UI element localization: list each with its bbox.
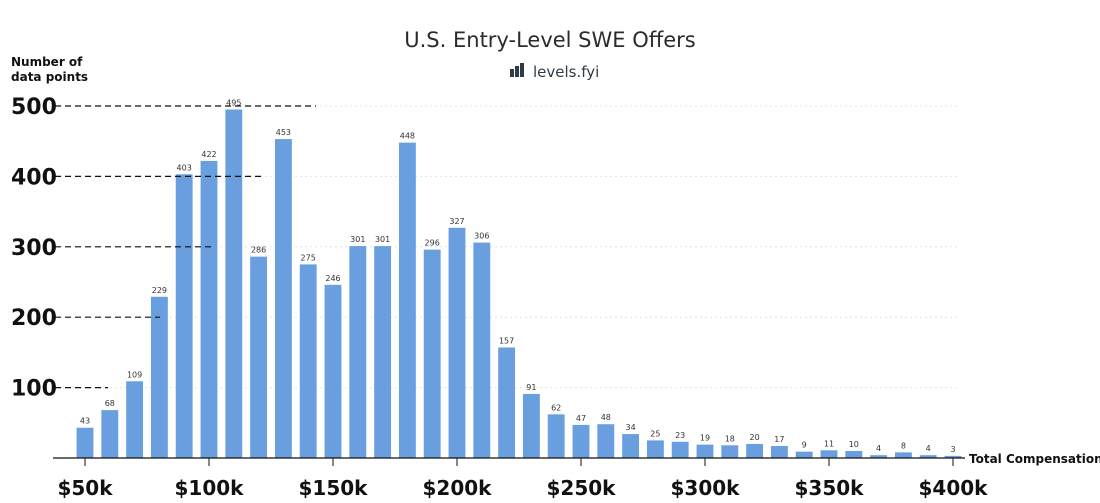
bar [547,414,565,458]
bar [101,410,119,458]
data-label: 19 [700,434,710,443]
bar [944,455,962,458]
data-label: 157 [499,336,514,345]
bar [671,441,689,458]
data-label: 4 [926,444,931,453]
x-axis-label: Total Compensation [969,452,1100,466]
bar [646,440,664,458]
x-tick-label: $250k [547,476,617,500]
y-tick-label: 200 [11,306,57,331]
x-tick-label: $150k [299,476,369,500]
bar [76,427,94,458]
data-label: 229 [152,286,167,295]
x-tick-label: $350k [795,476,865,500]
bar [746,443,764,458]
data-label: 68 [105,399,115,408]
y-tick-label: 100 [11,377,57,402]
bar [374,246,392,458]
bar [423,249,441,458]
bar [448,227,466,458]
bar [795,451,813,458]
bar [175,174,193,459]
x-tick-label: $200k [423,476,493,500]
bar [597,424,615,458]
bar [572,424,590,458]
data-label: 109 [127,370,142,379]
data-label: 3 [950,445,955,454]
brand-logo: levels.fyi [510,63,599,81]
data-label: 495 [226,99,241,108]
bar [820,450,838,458]
data-label: 296 [425,239,440,248]
data-label: 17 [774,435,784,444]
bar [522,393,540,458]
data-label: 422 [201,150,216,159]
bar [349,246,367,458]
data-label: 10 [849,440,859,449]
data-label: 43 [80,417,90,426]
bar [274,139,292,458]
data-label: 275 [301,253,316,262]
data-label: 246 [325,274,340,283]
data-label: 9 [802,441,807,450]
data-label: 301 [375,235,390,244]
x-tick-label: $50k [57,476,113,500]
y-tick-label: 400 [11,165,57,190]
x-tick-label: $400k [919,476,989,500]
bar [324,284,342,458]
data-label: 403 [177,163,192,172]
data-label: 306 [474,232,489,241]
y-axis-label-line1: Number of [11,55,83,69]
y-axis-label-line2: data points [11,70,88,84]
y-tick-label: 300 [11,236,57,261]
y-ticks: 100 200 300 400 500 [11,95,316,402]
data-label: 286 [251,246,266,255]
bar [200,160,218,458]
data-label: 11 [824,439,834,448]
bar [299,264,317,458]
data-label: 327 [449,217,464,226]
bar [721,445,739,458]
bar [498,347,516,458]
bar [845,450,863,458]
brand-name: levels.fyi [533,63,599,81]
data-label: 18 [725,434,735,443]
bars [76,109,962,459]
data-label: 4 [876,444,881,453]
bar [770,446,788,458]
bar [894,452,912,458]
data-label: 48 [601,413,611,422]
data-label: 20 [750,433,760,442]
data-label: 23 [675,431,685,440]
chart-title: U.S. Entry-Level SWE Offers [404,28,695,52]
bar [126,381,144,458]
data-label: 34 [626,423,636,432]
bar [622,434,640,458]
bar [225,109,243,459]
bar [696,444,714,458]
data-label: 448 [400,132,415,141]
data-label: 47 [576,414,586,423]
x-tick-label: $100k [175,476,245,500]
bar [150,296,168,458]
bar [919,455,937,458]
data-label: 91 [526,383,536,392]
bar [870,455,888,458]
y-tick-label: 500 [11,95,57,120]
data-label: 25 [650,429,660,438]
bar [473,242,491,458]
data-label: 62 [551,403,561,412]
bar [398,142,416,459]
data-label: 453 [276,128,291,137]
data-label: 301 [350,235,365,244]
x-tick-label: $300k [671,476,741,500]
levels-logo-icon [510,63,524,77]
bar [250,256,268,458]
data-label: 8 [901,441,906,450]
x-ticks: $50k $100k $150k $200k $250k $300k $350k $400k [57,458,988,500]
